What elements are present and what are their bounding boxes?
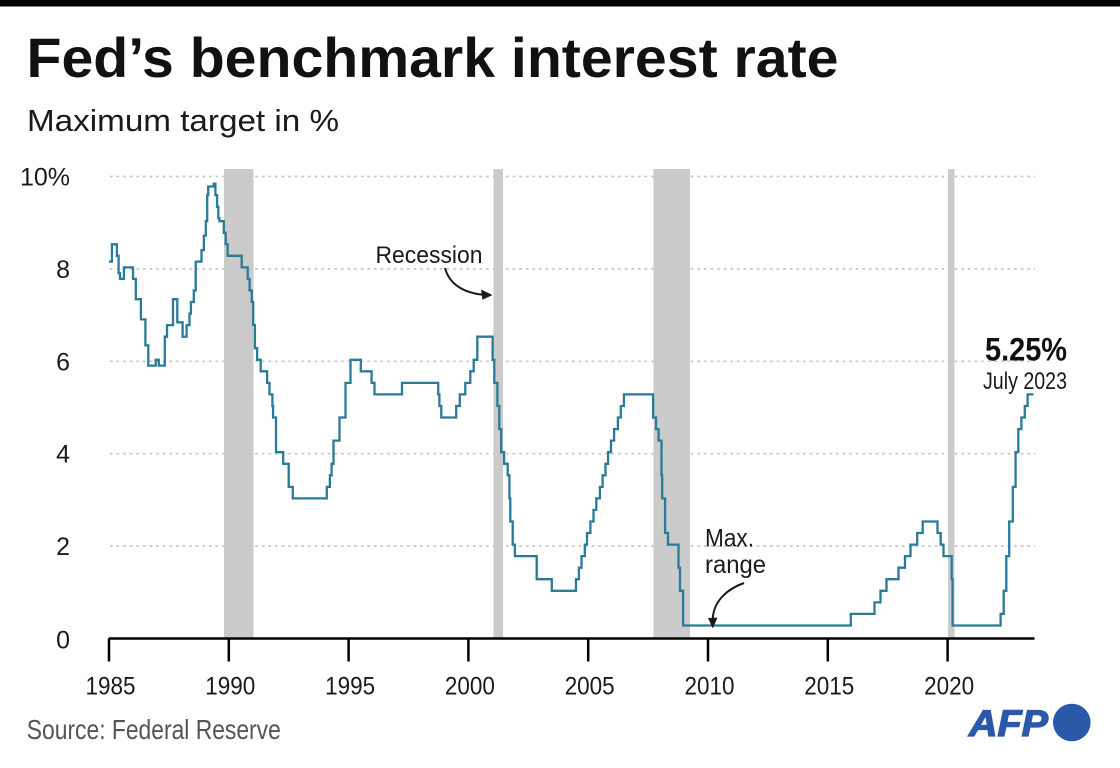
svg-text:2005: 2005: [565, 673, 615, 701]
svg-text:Source: Federal Reserve: Source: Federal Reserve: [27, 714, 281, 745]
svg-text:8: 8: [56, 256, 70, 284]
svg-text:4: 4: [56, 441, 70, 469]
svg-text:1990: 1990: [205, 673, 255, 701]
svg-text:2020: 2020: [924, 673, 974, 701]
svg-text:Max.: Max.: [705, 525, 754, 553]
svg-text:2000: 2000: [445, 673, 495, 701]
svg-text:1985: 1985: [86, 673, 136, 701]
svg-text:6: 6: [56, 348, 70, 376]
svg-text:2015: 2015: [804, 673, 854, 701]
svg-text:2010: 2010: [685, 673, 735, 701]
svg-text:Maximum target in %: Maximum target in %: [27, 103, 339, 138]
svg-text:range: range: [705, 551, 766, 579]
svg-text:0: 0: [56, 627, 70, 655]
svg-text:Recession: Recession: [376, 242, 483, 269]
svg-text:5.25%: 5.25%: [985, 332, 1067, 368]
svg-text:2: 2: [56, 533, 70, 561]
svg-text:Fed’s benchmark interest rate: Fed’s benchmark interest rate: [27, 26, 839, 89]
svg-text:July 2023: July 2023: [983, 368, 1067, 395]
svg-text:AFP: AFP: [968, 703, 1048, 744]
svg-text:1995: 1995: [325, 673, 375, 701]
svg-text:10%: 10%: [20, 164, 70, 192]
